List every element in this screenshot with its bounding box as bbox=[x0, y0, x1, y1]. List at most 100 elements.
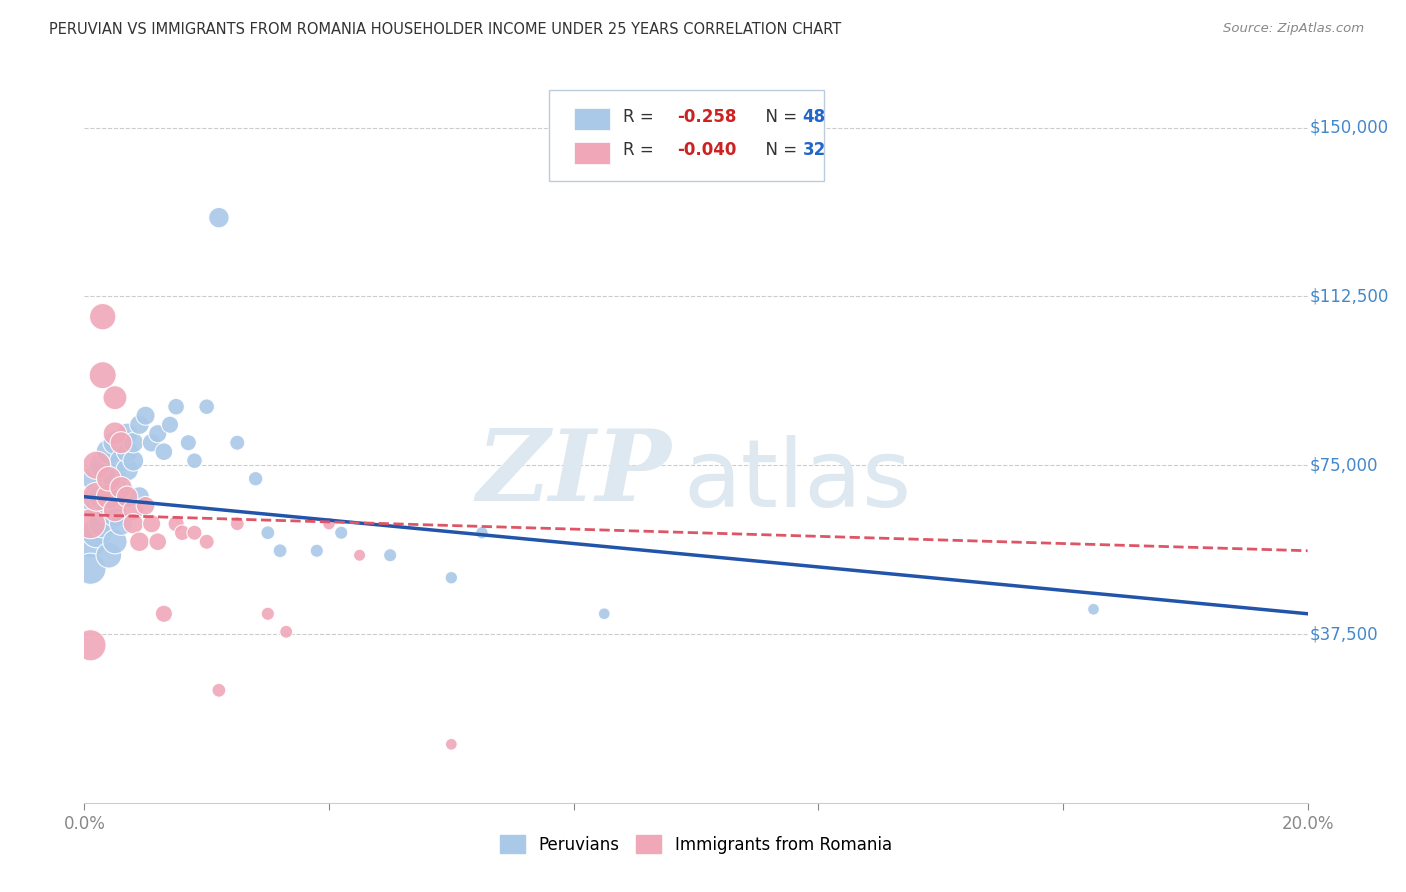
Point bbox=[195, 400, 218, 414]
Point bbox=[104, 435, 127, 450]
Point bbox=[97, 490, 120, 504]
Point bbox=[141, 435, 163, 450]
Point bbox=[104, 508, 127, 522]
Text: 48: 48 bbox=[803, 108, 825, 126]
Point bbox=[165, 516, 187, 531]
FancyBboxPatch shape bbox=[574, 108, 610, 130]
Point bbox=[245, 472, 267, 486]
Point bbox=[440, 571, 463, 585]
Point bbox=[104, 391, 127, 405]
Point bbox=[183, 453, 205, 467]
Legend: Peruvians, Immigrants from Romania: Peruvians, Immigrants from Romania bbox=[494, 829, 898, 860]
Point bbox=[146, 426, 169, 441]
Point bbox=[1083, 602, 1105, 616]
Point bbox=[79, 638, 101, 652]
Point bbox=[195, 534, 218, 549]
Point bbox=[86, 494, 108, 508]
Text: R =: R = bbox=[623, 141, 658, 160]
Point bbox=[115, 444, 138, 458]
Point bbox=[91, 516, 114, 531]
Point bbox=[104, 503, 127, 517]
Point bbox=[122, 503, 145, 517]
Point bbox=[97, 444, 120, 458]
Point bbox=[115, 490, 138, 504]
Point bbox=[128, 490, 150, 504]
Point bbox=[104, 472, 127, 486]
Point bbox=[208, 683, 231, 698]
Point bbox=[110, 490, 132, 504]
Point bbox=[276, 624, 298, 639]
Point bbox=[305, 543, 328, 558]
Point bbox=[380, 548, 402, 562]
Point bbox=[440, 737, 463, 751]
Point bbox=[115, 426, 138, 441]
Point bbox=[110, 481, 132, 495]
Point bbox=[593, 607, 616, 621]
Text: atlas: atlas bbox=[683, 435, 912, 527]
Point bbox=[86, 525, 108, 540]
Point bbox=[79, 516, 101, 531]
Point bbox=[97, 503, 120, 517]
Point bbox=[104, 426, 127, 441]
Point bbox=[318, 516, 340, 531]
Point bbox=[135, 409, 157, 423]
FancyBboxPatch shape bbox=[550, 90, 824, 181]
Text: -0.040: -0.040 bbox=[678, 141, 737, 160]
Point bbox=[349, 548, 371, 562]
Point bbox=[115, 490, 138, 504]
Text: $150,000: $150,000 bbox=[1310, 119, 1389, 136]
Point bbox=[110, 516, 132, 531]
Point bbox=[208, 211, 231, 225]
Text: Source: ZipAtlas.com: Source: ZipAtlas.com bbox=[1223, 22, 1364, 36]
Text: $37,500: $37,500 bbox=[1310, 625, 1379, 643]
Point bbox=[153, 444, 176, 458]
Point bbox=[226, 435, 249, 450]
Text: N =: N = bbox=[755, 141, 801, 160]
Point bbox=[471, 525, 494, 540]
Point bbox=[86, 458, 108, 473]
Point bbox=[269, 543, 291, 558]
Point bbox=[135, 499, 157, 513]
Point bbox=[91, 368, 114, 383]
Point bbox=[110, 435, 132, 450]
Point bbox=[104, 534, 127, 549]
Point bbox=[257, 607, 280, 621]
Point bbox=[97, 548, 120, 562]
Point bbox=[183, 525, 205, 540]
Point bbox=[110, 453, 132, 467]
Point bbox=[91, 310, 114, 324]
FancyBboxPatch shape bbox=[574, 142, 610, 163]
Point bbox=[97, 472, 120, 486]
Text: 32: 32 bbox=[803, 141, 825, 160]
Point bbox=[159, 417, 181, 432]
Text: -0.258: -0.258 bbox=[678, 108, 737, 126]
Point bbox=[226, 516, 249, 531]
Point bbox=[79, 562, 101, 576]
Point bbox=[86, 490, 108, 504]
Point bbox=[128, 417, 150, 432]
Point bbox=[257, 525, 280, 540]
Point bbox=[91, 490, 114, 504]
Text: R =: R = bbox=[623, 108, 658, 126]
Point bbox=[330, 525, 353, 540]
Point bbox=[177, 435, 200, 450]
Point bbox=[172, 525, 194, 540]
Text: $112,500: $112,500 bbox=[1310, 287, 1389, 305]
Point bbox=[141, 516, 163, 531]
Point bbox=[153, 607, 176, 621]
Point bbox=[91, 458, 114, 473]
Text: ZIP: ZIP bbox=[477, 425, 672, 522]
Text: $75,000: $75,000 bbox=[1310, 456, 1378, 475]
Text: N =: N = bbox=[755, 108, 801, 126]
Point bbox=[122, 453, 145, 467]
Point bbox=[115, 463, 138, 477]
Point bbox=[128, 534, 150, 549]
Point bbox=[122, 435, 145, 450]
Point bbox=[86, 472, 108, 486]
Point bbox=[165, 400, 187, 414]
Point bbox=[122, 516, 145, 531]
Text: PERUVIAN VS IMMIGRANTS FROM ROMANIA HOUSEHOLDER INCOME UNDER 25 YEARS CORRELATIO: PERUVIAN VS IMMIGRANTS FROM ROMANIA HOUS… bbox=[49, 22, 841, 37]
Point bbox=[79, 534, 101, 549]
Point bbox=[97, 481, 120, 495]
Point bbox=[146, 534, 169, 549]
